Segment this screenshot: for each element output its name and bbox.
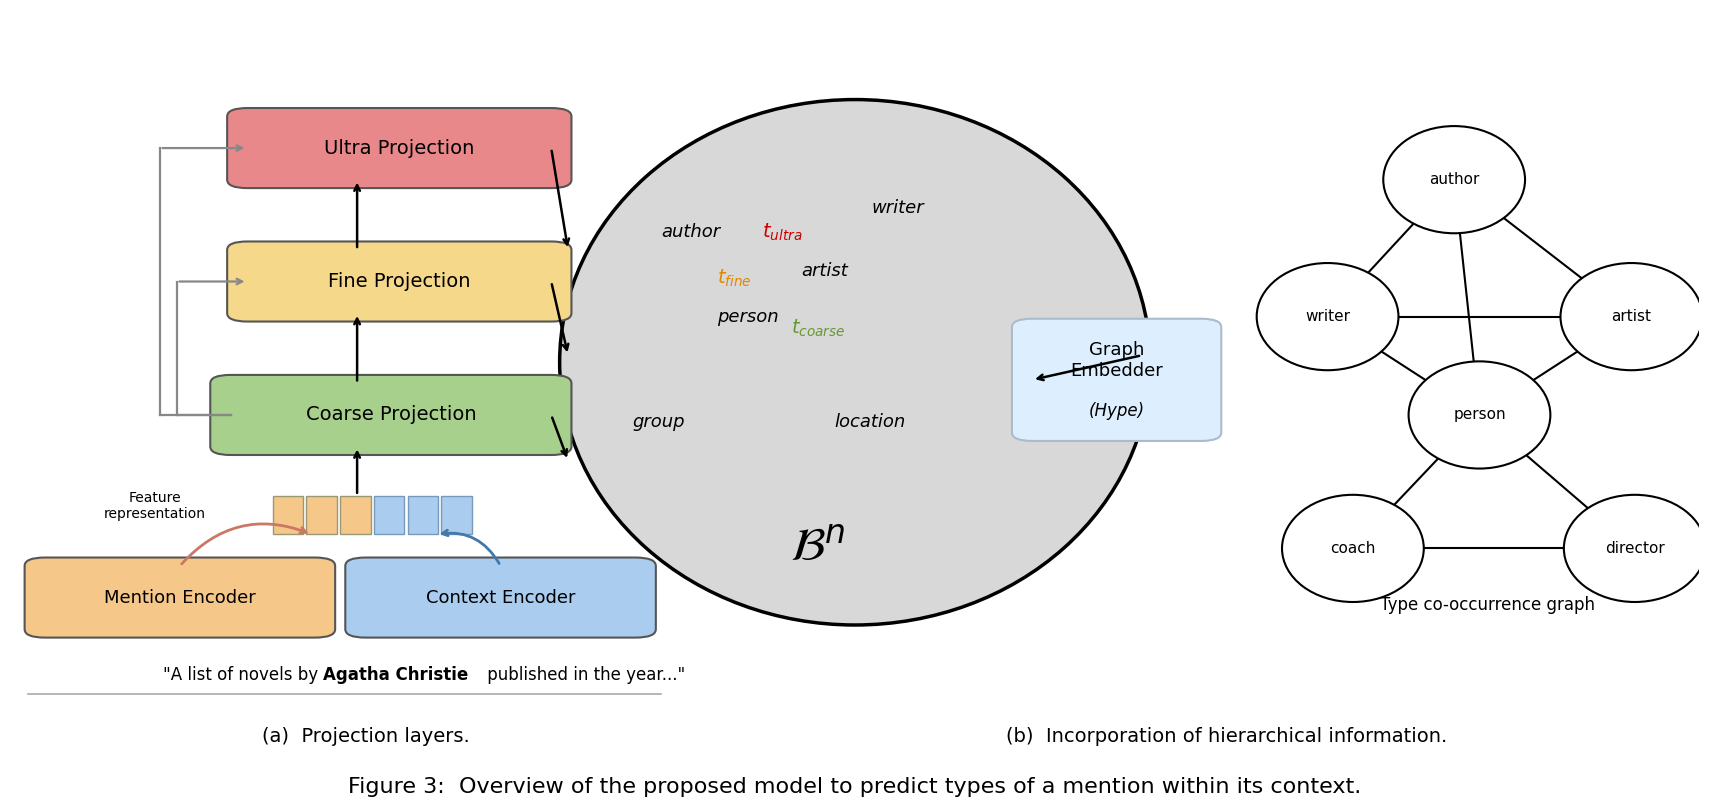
Bar: [272, 496, 303, 534]
Text: (b)  Incorporation of hierarchical information.: (b) Incorporation of hierarchical inform…: [1005, 727, 1447, 746]
Bar: [441, 496, 472, 534]
Ellipse shape: [1565, 495, 1705, 602]
Text: (a)  Projection layers.: (a) Projection layers.: [262, 727, 470, 746]
Text: Agatha Christie: Agatha Christie: [323, 666, 469, 684]
Bar: [340, 496, 371, 534]
Ellipse shape: [1282, 495, 1424, 602]
Text: Fine Projection: Fine Projection: [328, 272, 470, 291]
Text: artist: artist: [800, 262, 848, 280]
Text: $\mathcal{B}^n$: $\mathcal{B}^n$: [790, 526, 845, 571]
Ellipse shape: [1383, 126, 1525, 234]
Text: Context Encoder: Context Encoder: [426, 589, 575, 606]
Bar: [407, 496, 438, 534]
Text: Graph
Embedder: Graph Embedder: [1070, 342, 1163, 380]
FancyBboxPatch shape: [345, 558, 657, 638]
Text: "A list of novels by: "A list of novels by: [162, 666, 323, 684]
Text: published in the year...": published in the year...": [482, 666, 686, 684]
Text: coach: coach: [1330, 541, 1375, 556]
Text: group: group: [633, 413, 684, 431]
Ellipse shape: [1561, 263, 1701, 370]
Text: author: author: [660, 223, 720, 242]
Bar: [374, 496, 404, 534]
Text: $t_{coarse}$: $t_{coarse}$: [790, 318, 845, 339]
Text: Figure 3:  Overview of the proposed model to predict types of a mention within i: Figure 3: Overview of the proposed model…: [349, 777, 1361, 797]
Text: writer: writer: [1305, 309, 1351, 324]
Text: $t_{fine}$: $t_{fine}$: [716, 267, 751, 289]
Text: author: author: [1430, 172, 1479, 187]
Text: artist: artist: [1611, 309, 1652, 324]
Text: Mention Encoder: Mention Encoder: [104, 589, 256, 606]
FancyBboxPatch shape: [227, 242, 571, 322]
Text: $t_{ultra}$: $t_{ultra}$: [763, 222, 802, 243]
Text: Ultra Projection: Ultra Projection: [325, 138, 474, 158]
FancyBboxPatch shape: [227, 108, 571, 188]
FancyBboxPatch shape: [24, 558, 335, 638]
FancyBboxPatch shape: [1012, 318, 1221, 441]
Text: Feature
representation: Feature representation: [104, 491, 205, 522]
Text: Type co-occurrence graph: Type co-occurrence graph: [1380, 595, 1595, 614]
Text: Coarse Projection: Coarse Projection: [306, 406, 475, 425]
Ellipse shape: [559, 99, 1151, 625]
Ellipse shape: [1409, 362, 1551, 469]
Text: person: person: [1454, 407, 1507, 422]
FancyBboxPatch shape: [210, 375, 571, 455]
Text: writer: writer: [872, 198, 925, 217]
Text: person: person: [716, 308, 778, 326]
Text: director: director: [1606, 541, 1664, 556]
Text: (Hype): (Hype): [1089, 402, 1144, 421]
Bar: [306, 496, 337, 534]
Ellipse shape: [1257, 263, 1399, 370]
Text: location: location: [834, 413, 906, 431]
